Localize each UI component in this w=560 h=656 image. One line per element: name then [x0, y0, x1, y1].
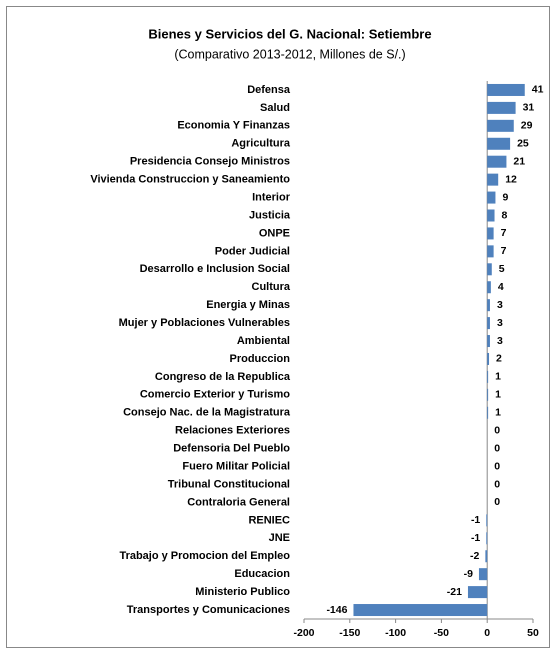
- value-label: 4: [498, 281, 504, 293]
- x-tick-label: -200: [293, 627, 314, 639]
- value-label: -21: [447, 586, 462, 598]
- value-label: 8: [502, 209, 508, 221]
- bar: [487, 83, 525, 96]
- bar: [487, 370, 489, 383]
- value-label: 0: [494, 442, 500, 454]
- x-tick-label: -100: [385, 627, 406, 639]
- bar: [487, 317, 490, 330]
- bar: [487, 388, 489, 401]
- y-tick-label: Economia Y Finanzas: [177, 120, 290, 132]
- value-label: -2: [470, 550, 479, 562]
- bar: [487, 209, 495, 222]
- y-tick-label: Mujer y Poblaciones Vulnerables: [119, 317, 290, 329]
- y-tick-label: RENIEC: [248, 514, 290, 526]
- bar: [487, 263, 492, 276]
- y-tick-label: Consejo Nac. de la Magistratura: [123, 407, 291, 419]
- y-tick-label: ONPE: [259, 227, 290, 239]
- x-tick-label: -150: [339, 627, 360, 639]
- y-tick-label: Ministerio Publico: [195, 586, 290, 598]
- y-tick-label: Trabajo y Promocion del Empleo: [119, 550, 290, 562]
- y-tick-label: Vivienda Construccion y Saneamiento: [90, 174, 290, 186]
- value-label: 0: [494, 496, 500, 508]
- bar: [353, 604, 488, 617]
- bar: [487, 119, 514, 132]
- y-tick-label: Relaciones Exteriores: [175, 425, 290, 437]
- value-label: 7: [501, 227, 507, 239]
- y-tick-label: Presidencia Consejo Ministros: [130, 156, 290, 168]
- value-label: 9: [502, 191, 508, 203]
- y-tick-label: Desarrollo e Inclusion Social: [140, 263, 290, 275]
- value-label: 1: [495, 371, 501, 383]
- chart-title: Bienes y Servicios del G. Nacional: Seti…: [148, 26, 431, 41]
- chart-subtitle: (Comparativo 2013-2012, Millones de S/.): [174, 47, 405, 61]
- y-tick-label: Educacion: [234, 568, 290, 580]
- value-label: 7: [501, 245, 507, 257]
- x-tick-label: 0: [484, 627, 490, 639]
- bar: [487, 281, 491, 294]
- bar: [487, 137, 511, 150]
- y-tick-label: Comercio Exterior y Turismo: [140, 389, 290, 401]
- value-label: -9: [464, 568, 473, 580]
- bar: [487, 335, 490, 348]
- chart-frame: [6, 6, 550, 648]
- y-tick-label: Congreso de la Republica: [155, 371, 291, 383]
- value-label: -146: [326, 604, 347, 616]
- bar: [486, 514, 488, 527]
- value-label: 41: [532, 84, 544, 96]
- value-label: 0: [494, 424, 500, 436]
- value-label: 25: [517, 138, 529, 150]
- x-tick-label: 50: [527, 627, 539, 639]
- bar: [487, 173, 499, 186]
- y-tick-label: JNE: [269, 532, 290, 544]
- value-label: 3: [497, 317, 503, 329]
- y-tick-label: Cultura: [252, 281, 291, 293]
- value-label: -1: [471, 514, 480, 526]
- value-label: 3: [497, 299, 503, 311]
- y-tick-label: Poder Judicial: [215, 245, 290, 257]
- bar: [487, 406, 489, 419]
- value-label: 1: [495, 407, 501, 419]
- bar: [487, 191, 496, 204]
- bar: [487, 101, 516, 114]
- y-tick-label: Interior: [252, 191, 291, 203]
- bar: [467, 586, 488, 599]
- bar: [478, 568, 488, 581]
- y-tick-label: Agricultura: [231, 138, 291, 150]
- y-tick-label: Transportes y Comunicaciones: [127, 604, 290, 616]
- value-label: 1: [495, 389, 501, 401]
- bar: [485, 550, 488, 563]
- y-tick-label: Produccion: [229, 353, 290, 365]
- y-tick-label: Justicia: [249, 209, 291, 221]
- y-tick-label: Fuero Militar Policial: [182, 460, 290, 472]
- value-label: 21: [513, 155, 525, 167]
- value-label: 0: [494, 478, 500, 490]
- value-label: 5: [499, 263, 505, 275]
- value-label: 29: [521, 120, 533, 132]
- bar: [487, 299, 490, 312]
- bar: [487, 227, 494, 240]
- y-tick-label: Energia y Minas: [206, 299, 290, 311]
- y-tick-label: Ambiental: [237, 335, 290, 347]
- value-label: 0: [494, 460, 500, 472]
- bar: [487, 352, 490, 365]
- y-tick-label: Defensoria Del Pueblo: [173, 443, 290, 455]
- x-tick-label: -50: [434, 627, 449, 639]
- y-tick-label: Salud: [260, 102, 290, 114]
- bar: [487, 155, 507, 168]
- value-label: 12: [505, 173, 517, 185]
- bar: [486, 532, 488, 545]
- value-label: 3: [497, 335, 503, 347]
- value-label: 2: [496, 353, 502, 365]
- value-label: 31: [523, 102, 535, 114]
- y-tick-label: Tribunal Constitucional: [168, 478, 290, 490]
- value-label: -1: [471, 532, 480, 544]
- y-tick-label: Defensa: [247, 84, 291, 96]
- y-tick-label: Contraloria General: [187, 496, 290, 508]
- bar: [487, 245, 494, 258]
